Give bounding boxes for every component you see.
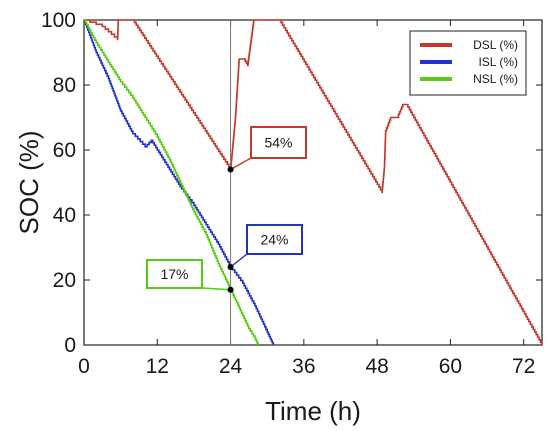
y-tick-label: 40 xyxy=(53,204,76,227)
tick-labels: 0 12 24 36 48 60 72 0 20 40 60 80 100 xyxy=(41,9,535,378)
x-axis-title: Time (h) xyxy=(265,396,361,426)
legend-label-dsl: DSL (%) xyxy=(473,38,518,52)
y-tick-label: 20 xyxy=(53,269,76,292)
x-tick-label: 24 xyxy=(219,355,243,378)
plot-frame xyxy=(83,19,543,346)
callout-leader xyxy=(201,287,231,291)
x-tick-label: 12 xyxy=(146,355,169,378)
callout-leader xyxy=(230,253,248,268)
callout-box xyxy=(246,224,303,255)
y-tick-label: 60 xyxy=(53,139,76,162)
series-line-dsl xyxy=(84,19,543,345)
y-tick-label: 100 xyxy=(41,9,76,32)
callout-label: 24% xyxy=(260,232,288,248)
callout-box xyxy=(250,126,307,159)
callout-point xyxy=(227,166,234,173)
x-tick-label: 60 xyxy=(439,355,462,378)
callout-point xyxy=(227,286,234,293)
callout-box xyxy=(146,259,203,289)
callout-leader xyxy=(230,157,252,171)
callouts: 54% 24% 17% xyxy=(146,126,307,293)
x-tick-label: 36 xyxy=(292,355,315,378)
x-tick-label: 48 xyxy=(365,355,388,378)
series-line-isl xyxy=(84,19,275,345)
y-tick-label: 0 xyxy=(64,334,76,357)
callout-label: 54% xyxy=(264,135,292,151)
legend-label-isl: ISL (%) xyxy=(478,55,518,69)
x-tick-label: 0 xyxy=(78,355,90,378)
legend: DSL (%) ISL (%) NSL (%) xyxy=(409,30,527,96)
x-tick-label: 72 xyxy=(512,355,535,378)
y-tick-label: 80 xyxy=(53,74,76,97)
legend-label-nsl: NSL (%) xyxy=(473,72,518,86)
y-axis-title: SOC (%) xyxy=(14,131,44,235)
callout-point xyxy=(227,264,234,270)
series-line-nsl xyxy=(84,19,259,345)
callout-label: 17% xyxy=(160,266,188,282)
